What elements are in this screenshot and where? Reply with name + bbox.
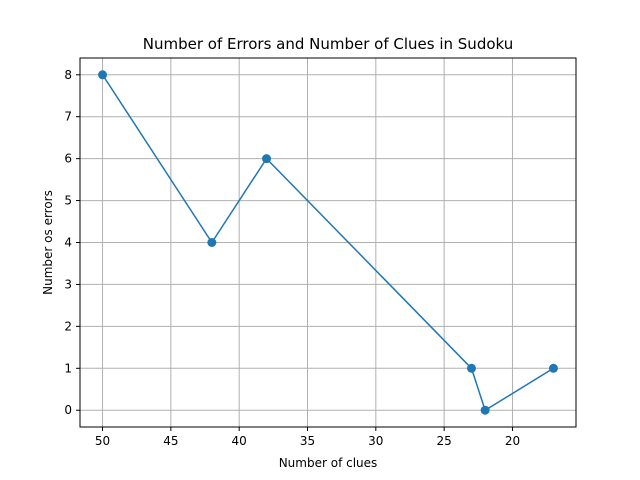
y-tick-label: 1 [64,361,72,375]
y-axis-label: Number os errors [41,190,55,295]
x-tick-label: 35 [300,434,315,448]
x-tick-label: 30 [368,434,383,448]
y-tick-label: 8 [64,68,72,82]
data-point [480,405,490,415]
y-tick-label: 4 [64,236,72,250]
grid-lines [80,58,576,427]
data-point [466,363,476,373]
y-tick-label: 2 [64,319,72,333]
data-point [262,154,272,164]
x-tick-label: 25 [437,434,452,448]
data-point [98,70,108,80]
x-tick-label: 45 [163,434,178,448]
x-axis-label: Number of clues [279,456,378,470]
y-tick-label: 6 [64,152,72,166]
series-line [101,74,554,411]
data-point [548,363,558,373]
x-tick-label: 40 [232,434,247,448]
y-tick-label: 3 [64,277,72,291]
series-layer [98,70,558,415]
x-tick-label: 50 [95,434,110,448]
y-tick-label: 5 [64,194,72,208]
chart-title: Number of Errors and Number of Clues in … [143,35,514,53]
x-tick-label: 20 [505,434,520,448]
y-tick-label: 0 [64,403,72,417]
y-tick-label: 7 [64,110,72,124]
data-point [207,238,217,247]
